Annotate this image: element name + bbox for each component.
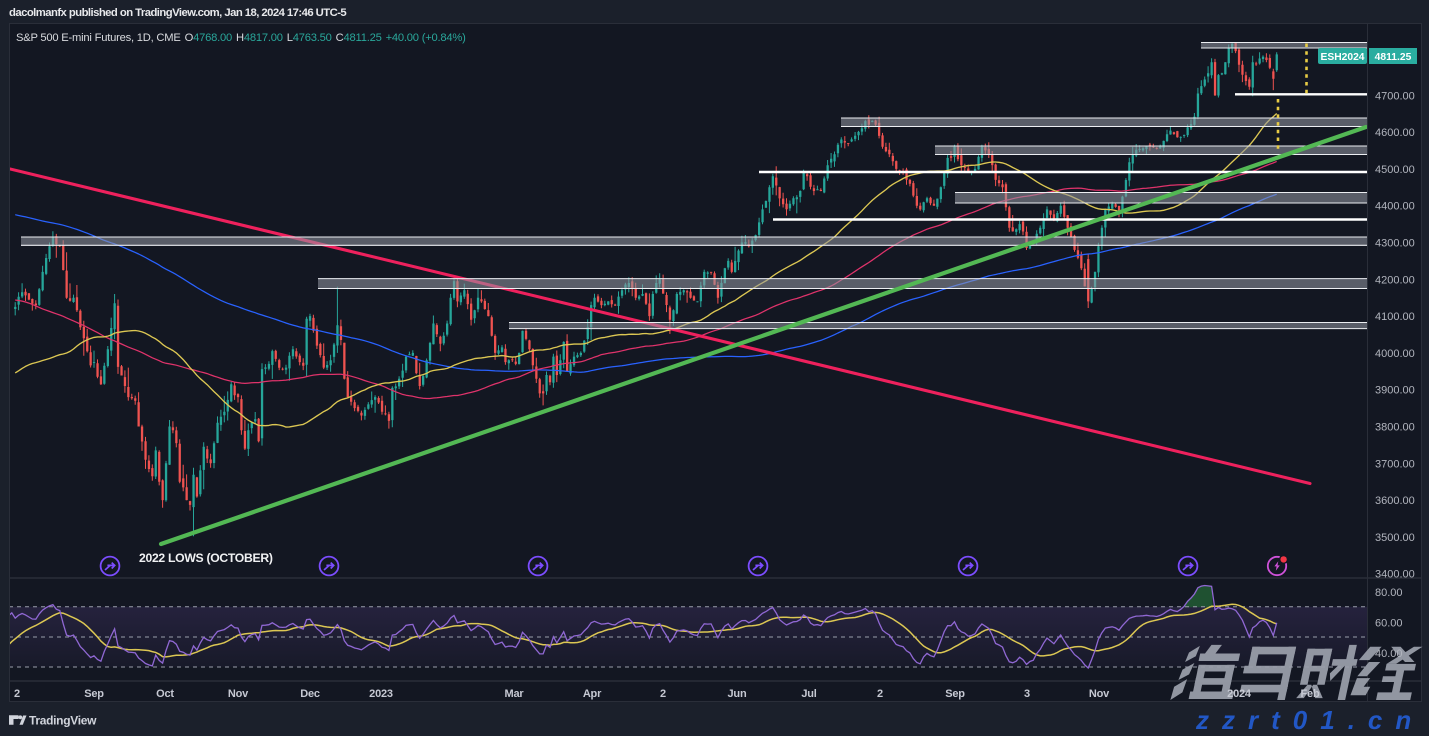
svg-text:4100.00: 4100.00: [1375, 311, 1415, 323]
svg-text:2: 2: [14, 688, 20, 700]
svg-text:2: 2: [660, 688, 666, 700]
svg-text:TradingView: TradingView: [29, 714, 97, 728]
svg-text:Mar: Mar: [505, 688, 525, 700]
svg-text:2: 2: [877, 688, 883, 700]
svg-text:60.00: 60.00: [1375, 618, 1403, 630]
svg-text:Sep: Sep: [84, 688, 104, 700]
svg-text:80.00: 80.00: [1375, 587, 1403, 599]
svg-text:3500.00: 3500.00: [1375, 532, 1415, 544]
svg-text:Sep: Sep: [945, 688, 965, 700]
svg-text:2023: 2023: [369, 688, 393, 700]
svg-text:dacolmanfx published on Tradin: dacolmanfx published on TradingView.com,…: [9, 7, 346, 19]
svg-text:S&P 500 E-mini Futures, 1D, CM: S&P 500 E-mini Futures, 1D, CME O4768.00 H…: [16, 32, 466, 44]
svg-text:3400.00: 3400.00: [1375, 569, 1415, 581]
svg-text:4700.00: 4700.00: [1375, 90, 1415, 102]
svg-text:Feb: Feb: [1301, 688, 1320, 700]
svg-text:3700.00: 3700.00: [1375, 458, 1415, 470]
svg-text:4000.00: 4000.00: [1375, 348, 1415, 360]
svg-text:3600.00: 3600.00: [1375, 495, 1415, 507]
svg-text:4600.00: 4600.00: [1375, 127, 1415, 139]
svg-text:Oct: Oct: [156, 688, 174, 700]
svg-text:Jun: Jun: [728, 688, 747, 700]
svg-text:3900.00: 3900.00: [1375, 385, 1415, 397]
svg-text:2024: 2024: [1227, 688, 1252, 700]
svg-text:Jul: Jul: [801, 688, 816, 700]
svg-text:Nov: Nov: [228, 688, 249, 700]
svg-text:3800.00: 3800.00: [1375, 422, 1415, 434]
svg-text:40.00: 40.00: [1375, 648, 1403, 660]
svg-text:zzrt01.cn: zzrt01.cn: [1195, 705, 1424, 735]
svg-text:4811.25: 4811.25: [1375, 52, 1412, 63]
svg-text:Dec: Dec: [300, 688, 320, 700]
svg-text:4400.00: 4400.00: [1375, 201, 1415, 213]
svg-text:4300.00: 4300.00: [1375, 238, 1415, 250]
svg-text:Apr: Apr: [583, 688, 602, 700]
svg-text:4200.00: 4200.00: [1375, 274, 1415, 286]
svg-text:Nov: Nov: [1089, 688, 1110, 700]
svg-text:3: 3: [1024, 688, 1030, 700]
svg-text:ESH2024: ESH2024: [1320, 52, 1364, 63]
svg-text:4500.00: 4500.00: [1375, 164, 1415, 176]
svg-text:2022 LOWS (OCTOBER): 2022 LOWS (OCTOBER): [139, 551, 273, 565]
